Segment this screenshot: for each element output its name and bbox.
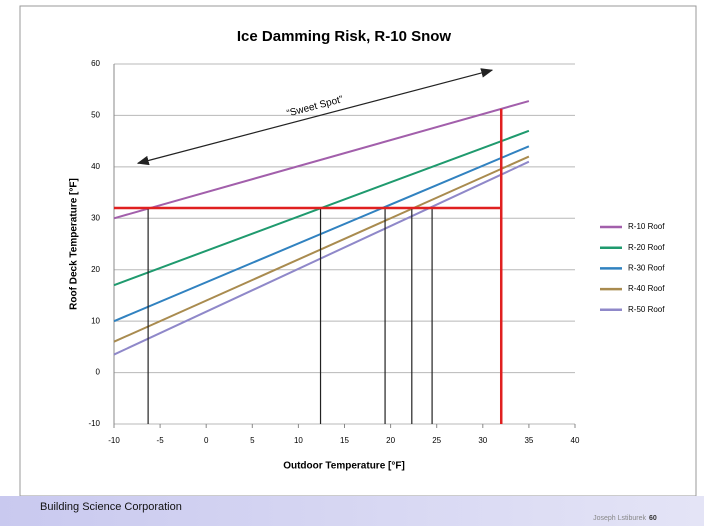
legend-label: R-20 Roof (628, 243, 665, 252)
x-tick-label: -10 (108, 436, 120, 445)
x-tick-label: 20 (386, 436, 395, 445)
y-tick-label: 50 (91, 111, 100, 120)
y-tick-label: 40 (91, 162, 100, 171)
footer-bar (0, 496, 704, 526)
y-tick-label: 0 (96, 368, 101, 377)
footer-org: Building Science Corporation (40, 501, 182, 513)
y-axis-label: Roof Deck Temperature [°F] (69, 178, 80, 310)
sweet-spot-arrow (136, 68, 494, 166)
x-tick-label: -5 (157, 436, 165, 445)
legend-label: R-30 Roof (628, 264, 665, 273)
x-tick-label: 30 (478, 436, 487, 445)
chart-title: Ice Damming Risk, R-10 Snow (237, 28, 452, 45)
series-line (113, 145, 530, 323)
legend-label: R-10 Roof (628, 222, 665, 231)
series-line (113, 160, 530, 356)
y-tick-label: 60 (91, 59, 100, 68)
footer-page: 60 (649, 515, 657, 522)
footer-author: Joseph Lstiburek (593, 515, 646, 522)
x-tick-label: 25 (432, 436, 441, 445)
x-axis-label: Outdoor Temperature [°F] (283, 461, 405, 472)
y-tick-label: 20 (91, 265, 100, 274)
y-tick-label: -10 (88, 419, 100, 428)
series-line (113, 155, 530, 343)
y-tick-label: 10 (91, 316, 100, 325)
legend-label: R-50 Roof (628, 305, 665, 314)
x-tick-label: 15 (340, 436, 349, 445)
x-tick-label: 40 (571, 436, 580, 445)
x-tick-label: 35 (524, 436, 533, 445)
x-tick-label: 0 (204, 436, 209, 445)
x-tick-label: 10 (294, 436, 303, 445)
x-tick-label: 5 (250, 436, 255, 445)
legend-label: R-40 Roof (628, 284, 665, 293)
y-tick-label: 30 (91, 213, 100, 222)
